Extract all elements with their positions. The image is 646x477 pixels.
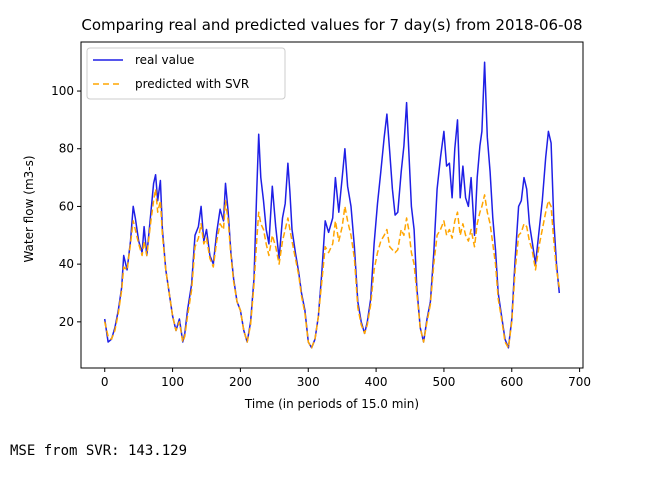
chart-title: Comparing real and predicted values for … [81, 16, 582, 34]
x-tick-label: 400 [365, 375, 388, 389]
x-tick-label: 500 [432, 375, 455, 389]
x-tick-label: 0 [101, 375, 109, 389]
x-tick-label: 100 [161, 375, 184, 389]
plot-area [103, 61, 561, 349]
plot-frame [80, 41, 584, 369]
chart: Comparing real and predicted values for … [22, 16, 591, 411]
y-axis-label: Water flow (m3-s) [22, 155, 36, 262]
y-tick-label: 60 [59, 199, 74, 213]
x-tick-label: 200 [229, 375, 252, 389]
series-line-real-value [103, 61, 561, 349]
legend-box [86, 47, 286, 100]
y-tick-label: 100 [51, 84, 74, 98]
x-tick-label: 700 [568, 375, 591, 389]
y-axis-ticks: 20 40 60 80 100 [51, 84, 81, 329]
y-tick-label: 40 [59, 257, 74, 271]
x-axis-label: Time (in periods of 15.0 min) [244, 397, 419, 411]
legend: real value predicted with SVR [86, 47, 286, 100]
legend-label-real-value: real value [135, 53, 194, 67]
x-tick-label: 300 [297, 375, 320, 389]
mse-output: MSE from SVR: 143.129 [10, 443, 188, 459]
x-axis-ticks: 0 100 200 300 400 500 600 700 [101, 368, 591, 389]
series-line-predicted [103, 188, 561, 349]
y-tick-label: 20 [59, 315, 74, 329]
legend-label-predicted: predicted with SVR [135, 77, 249, 91]
y-tick-label: 80 [59, 142, 74, 156]
x-tick-label: 600 [500, 375, 523, 389]
